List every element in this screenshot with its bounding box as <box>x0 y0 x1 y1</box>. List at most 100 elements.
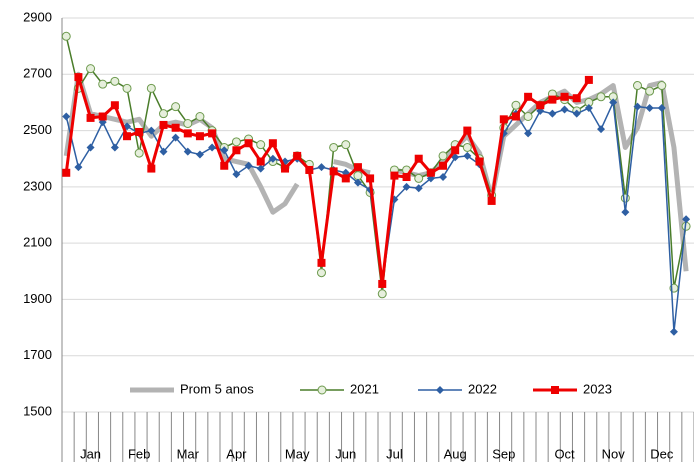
point <box>596 92 606 102</box>
point <box>632 81 642 91</box>
point <box>147 164 156 173</box>
legend-label: Prom 5 anos <box>180 381 254 396</box>
point <box>499 115 508 124</box>
legend-marker <box>551 386 559 394</box>
point <box>268 139 277 148</box>
point <box>171 133 180 142</box>
point <box>74 163 83 172</box>
point <box>329 167 338 176</box>
point <box>281 164 290 173</box>
point <box>135 127 144 136</box>
series-line <box>64 75 591 286</box>
point <box>256 140 266 150</box>
point <box>414 173 424 183</box>
point <box>633 102 642 111</box>
y-tick-label: 2900 <box>23 9 52 24</box>
point <box>268 154 277 163</box>
point <box>86 143 95 152</box>
point <box>110 76 120 86</box>
point <box>183 129 192 138</box>
y-tick-label: 1700 <box>23 347 52 362</box>
point <box>645 86 655 96</box>
point <box>208 129 217 138</box>
point <box>256 157 265 166</box>
point <box>329 142 339 152</box>
point <box>256 164 265 173</box>
point <box>171 102 181 112</box>
point <box>657 81 667 91</box>
point <box>159 120 168 129</box>
point <box>390 171 399 180</box>
point <box>548 109 557 118</box>
point <box>134 148 144 158</box>
point <box>147 126 156 135</box>
point <box>171 123 180 132</box>
point <box>657 104 666 113</box>
point <box>61 31 71 41</box>
x-tick-label: Jun <box>335 446 356 461</box>
point <box>523 112 533 121</box>
point <box>341 174 350 183</box>
point <box>414 154 423 163</box>
point <box>86 113 95 122</box>
point <box>378 279 387 288</box>
point <box>463 151 472 160</box>
point <box>74 73 83 82</box>
point <box>123 122 132 131</box>
point <box>232 146 241 155</box>
point <box>548 95 557 104</box>
point <box>122 83 132 93</box>
point <box>524 129 533 138</box>
y-tick-label: 2500 <box>23 122 52 137</box>
point <box>462 142 472 152</box>
point <box>62 168 71 177</box>
point <box>353 163 362 172</box>
point <box>463 126 472 135</box>
point <box>159 147 168 156</box>
point <box>317 258 326 267</box>
x-tick-label: Dec <box>650 446 674 461</box>
point <box>487 196 496 205</box>
x-tick-label: Oct <box>554 446 575 461</box>
point <box>231 137 241 147</box>
x-tick-label: Nov <box>602 446 626 461</box>
point <box>524 92 533 101</box>
point <box>244 161 253 170</box>
y-tick-label: 2100 <box>23 235 52 250</box>
legend-label: 2021 <box>350 381 379 396</box>
point <box>609 98 618 107</box>
point <box>341 140 351 150</box>
point <box>305 165 314 174</box>
point <box>584 104 593 113</box>
point <box>86 64 96 74</box>
point <box>158 109 168 119</box>
point <box>426 168 435 177</box>
point <box>439 173 448 182</box>
x-tick-label: Mar <box>177 446 200 461</box>
point <box>560 105 569 114</box>
point <box>597 125 606 134</box>
legend-label: 2022 <box>468 381 497 396</box>
point <box>438 151 448 161</box>
point <box>232 170 241 179</box>
point <box>208 143 217 152</box>
point <box>451 153 460 162</box>
point <box>183 147 192 156</box>
point <box>220 161 229 170</box>
point <box>183 119 193 129</box>
point <box>220 146 229 155</box>
y-tick-label: 2300 <box>23 178 52 193</box>
point <box>414 184 423 193</box>
point <box>195 150 204 159</box>
x-tick-label: Jan <box>80 446 101 461</box>
point <box>621 208 630 217</box>
point <box>645 104 654 113</box>
point <box>353 171 363 181</box>
x-tick-label: Aug <box>444 446 467 461</box>
point <box>511 100 521 110</box>
series-line <box>65 36 687 295</box>
point <box>536 101 545 110</box>
point <box>366 174 375 183</box>
point <box>402 173 411 182</box>
